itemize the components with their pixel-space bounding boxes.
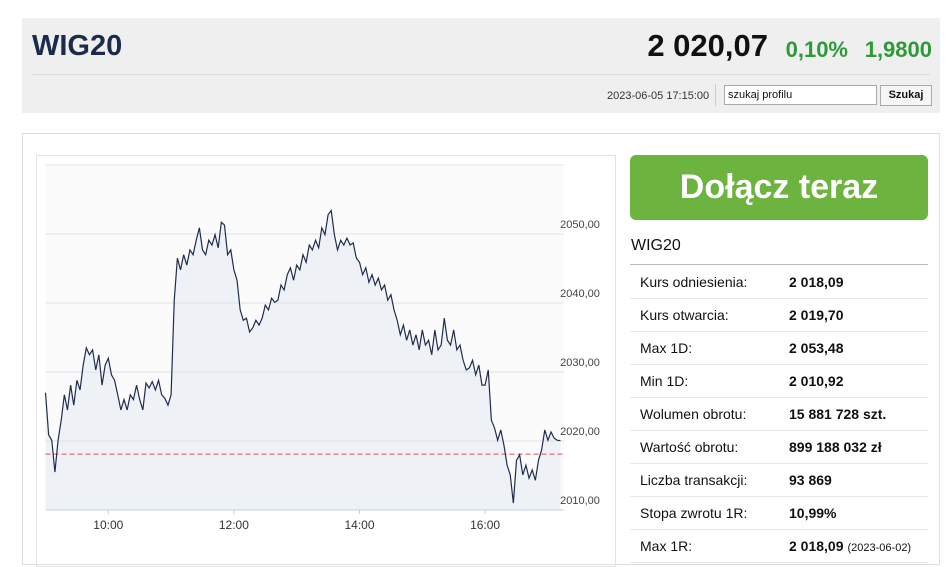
stats-value: 15 881 728 szt. (789, 406, 886, 422)
x-tick-label: 12:00 (219, 518, 249, 532)
x-tick-label: 10:00 (93, 518, 123, 532)
stats-row: Kurs odniesienia: 2 018,09 (630, 265, 928, 299)
search-button[interactable]: Szukaj (880, 85, 932, 106)
stats-value-text: 2 018,09 (789, 274, 844, 290)
change: 1,9800 (864, 37, 932, 62)
stats-value: 2 018,09 (789, 274, 844, 290)
stats-value: 2 019,70 (789, 307, 844, 323)
area-fill (45, 210, 561, 511)
stats-label: Kurs odniesienia: (640, 274, 748, 290)
divider (715, 84, 716, 106)
stats-label: Wartość obrotu: (640, 439, 739, 455)
stats-value-text: 2 053,48 (789, 340, 844, 356)
stats-value: 2 018,09 (2023-06-02) (789, 538, 911, 554)
stats-row: Stopa zwrotu 1R: 10,99% (630, 496, 928, 530)
stats-label: Stopa zwrotu 1R: (640, 505, 748, 521)
stats-row: Wolumen obrotu: 15 881 728 szt. (630, 397, 928, 431)
timestamp: 2023-06-05 17:15:00 (607, 90, 710, 102)
stats-value-text: 10,99% (789, 505, 837, 521)
y-tick-label: 2020,00 (560, 426, 600, 438)
divider (630, 264, 928, 265)
price-line (44, 209, 561, 504)
stats-value-text: 2 018,09 (789, 538, 844, 554)
y-tick-label: 2050,00 (560, 219, 600, 231)
title: WIG20 (32, 30, 123, 62)
stats-label: Max 1R: (640, 538, 693, 554)
stats-value-text: 2 019,70 (789, 307, 844, 323)
stats-row: Kurs otwarcia: 2 019,70 (630, 298, 928, 332)
y-tick-label: 2040,00 (560, 288, 600, 300)
y-tick-label: 2030,00 (560, 357, 600, 369)
header: WIG20 2 020,07 0,10% 1,9800 2023-06-05 1… (22, 18, 940, 113)
stats-label: Max 1D: (640, 340, 693, 356)
y-tick-label: 2010,00 (560, 495, 600, 507)
stats-value-text: 2 010,92 (789, 373, 844, 389)
stats-value: 10,99% (789, 505, 836, 521)
stats-row: Liczba transakcji: 93 869 (630, 463, 928, 497)
cta-button[interactable]: Dołącz teraz (630, 155, 928, 220)
chart: 2010,00 2020,00 2030,00 2040,00 2050,00 10:00… (44, 164, 600, 532)
stats-value: 899 188 032 zł (789, 439, 882, 455)
stats-label: Kurs otwarcia: (640, 307, 729, 323)
stats-value-text: 93 869 (789, 472, 832, 488)
price: 2 020,07 (647, 28, 768, 63)
stats-value-text: 899 188 032 zł (789, 439, 882, 455)
stats-label: Min 1D: (640, 373, 689, 389)
stats-value: 93 869 (789, 472, 832, 488)
stats-title: WIG20 (631, 237, 681, 254)
stats-value: 2 010,92 (789, 373, 844, 389)
stats-value: 2 053,48 (789, 340, 844, 356)
stats-row: Min 1D: 2 010,92 (630, 364, 928, 398)
stats-note: (2023-06-02) (847, 542, 912, 554)
search-input[interactable]: szukaj profilu (724, 85, 877, 105)
x-tick-label: 16:00 (470, 518, 500, 532)
stats-row: Max 1D: 2 053,48 (630, 331, 928, 365)
stats-value-text: 15 881 728 szt. (789, 406, 887, 422)
divider (32, 74, 930, 75)
change-pct: 0,10% (785, 37, 848, 62)
stats-row: Max 1R: 2 018,09 (2023-06-02) (630, 529, 928, 563)
stats-label: Liczba transakcji: (640, 472, 748, 488)
x-tick-label: 14:00 (344, 518, 374, 532)
stats-label: Wolumen obrotu: (640, 406, 747, 422)
stats-row: Wartość obrotu: 899 188 032 zł (630, 430, 928, 464)
